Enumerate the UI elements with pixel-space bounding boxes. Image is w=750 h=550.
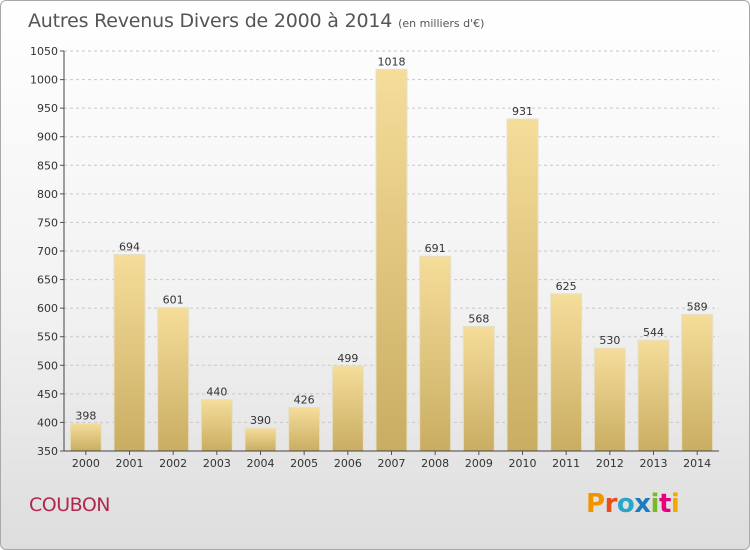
y-tick-label: 400 <box>37 416 58 429</box>
y-tick-label: 500 <box>37 359 58 372</box>
bar-2005 <box>288 407 321 452</box>
data-label: 426 <box>294 394 315 407</box>
bar-2008 <box>419 255 452 452</box>
x-tick-label: 2000 <box>72 457 100 470</box>
data-label: 931 <box>512 105 533 118</box>
y-tick-label: 700 <box>37 245 58 258</box>
data-label: 1018 <box>378 55 406 68</box>
bar-2013 <box>637 339 670 452</box>
data-label: 589 <box>687 300 708 313</box>
chart-title: Autres Revenus Divers de 2000 à 2014 (en … <box>28 10 484 32</box>
x-tick-label: 2002 <box>159 457 187 470</box>
x-tick-label: 2008 <box>421 457 449 470</box>
logo-letter: t <box>658 489 671 519</box>
logo-letter: i <box>650 489 660 519</box>
data-label: 440 <box>206 386 227 399</box>
y-tick-label: 650 <box>37 274 58 287</box>
bar-2007 <box>375 68 408 452</box>
bar-2011 <box>550 293 583 452</box>
y-axis-ticks: 350 400 450 500 550 600 650 700 750 800 850 900 950 1… <box>30 45 64 458</box>
x-tick-label: 2013 <box>640 457 668 470</box>
y-tick-label: 850 <box>37 159 58 172</box>
x-tick-label: 2004 <box>247 457 275 470</box>
data-label: 694 <box>119 240 140 253</box>
data-label: 568 <box>468 312 489 325</box>
bar-2004 <box>244 427 277 452</box>
bar-2002 <box>157 307 190 452</box>
bar-2012 <box>593 347 626 452</box>
logo-letter: i <box>670 489 680 519</box>
bar-2000 <box>69 423 102 452</box>
proxiti-logo: Proxiti <box>586 489 680 519</box>
y-tick-label: 550 <box>37 331 58 344</box>
data-label: 601 <box>163 294 184 307</box>
x-tick-label: 2011 <box>552 457 580 470</box>
y-tick-label: 1000 <box>30 74 58 87</box>
bar-2003 <box>200 399 233 452</box>
x-tick-label: 2012 <box>596 457 624 470</box>
data-label: 544 <box>643 326 664 339</box>
x-tick-label: 2003 <box>203 457 231 470</box>
y-tick-label: 450 <box>37 388 58 401</box>
y-tick-label: 600 <box>37 302 58 315</box>
x-tick-label: 2010 <box>509 457 537 470</box>
data-label: 390 <box>250 414 271 427</box>
data-label: 625 <box>556 280 577 293</box>
logo-letter: r <box>604 489 618 519</box>
logo-letter: o <box>616 489 635 519</box>
bar-2014 <box>681 313 714 452</box>
y-tick-label: 750 <box>37 216 58 229</box>
bar-2001 <box>113 253 146 452</box>
x-tick-label: 2006 <box>334 457 362 470</box>
bar-2010 <box>506 118 539 452</box>
x-tick-label: 2005 <box>290 457 318 470</box>
data-label: 691 <box>425 242 446 255</box>
data-label: 530 <box>599 334 620 347</box>
bar-2009 <box>462 325 495 452</box>
bar-2006 <box>331 365 364 452</box>
x-tick-label: 2014 <box>683 457 711 470</box>
logo-letter: x <box>634 489 651 519</box>
y-tick-label: 800 <box>37 188 58 201</box>
y-tick-label: 950 <box>37 102 58 115</box>
x-tick-label: 2001 <box>116 457 144 470</box>
y-tick-label: 900 <box>37 131 58 144</box>
chart-title-main: Autres Revenus Divers de 2000 à 2014 <box>28 10 393 32</box>
y-tick-label: 1050 <box>30 45 58 58</box>
x-tick-label: 2009 <box>465 457 493 470</box>
place-name: COUBON <box>29 494 111 516</box>
logo-letter: P <box>586 489 605 519</box>
x-axis-labels: 2000 2001 2002 2003 2004 2005 2006 2007 2008 2009… <box>72 451 711 470</box>
y-tick-label: 350 <box>37 445 58 458</box>
data-label: 398 <box>75 410 96 423</box>
chart-title-unit: (en milliers d'€) <box>398 17 485 30</box>
bars: 398 694 601 440 390 426 499 1018 691 568 931 625 530… <box>69 55 714 452</box>
data-label: 499 <box>337 352 358 365</box>
x-tick-label: 2007 <box>378 457 406 470</box>
